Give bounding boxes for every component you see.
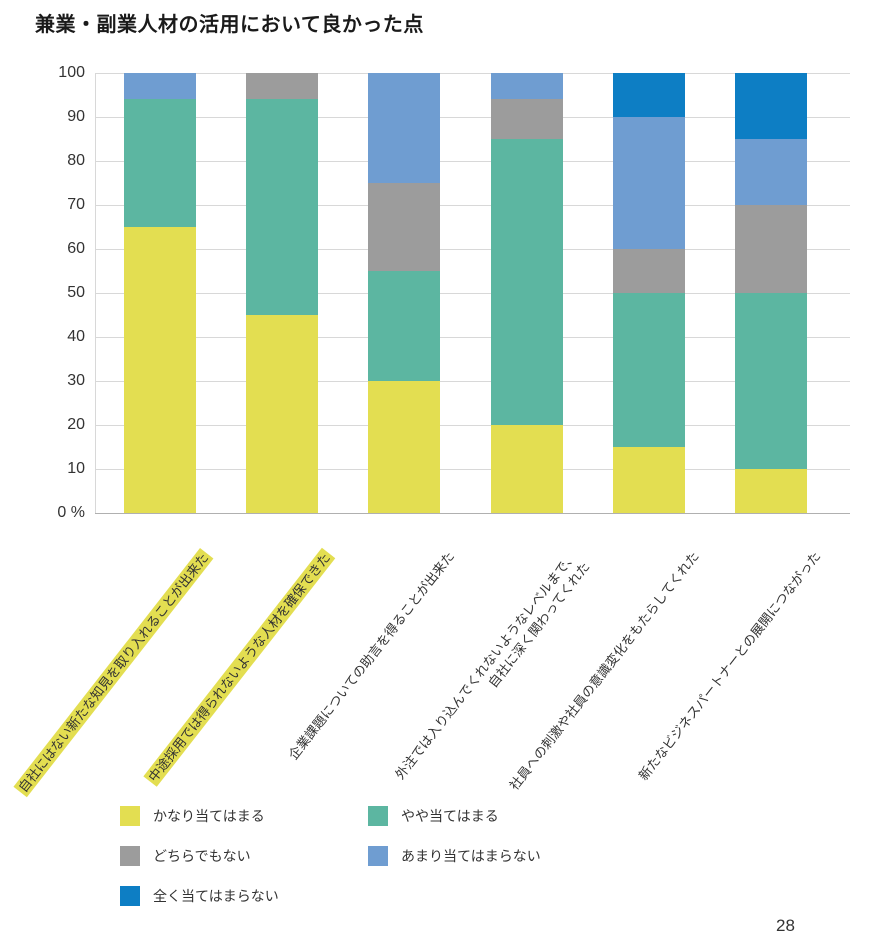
- y-axis-tick-label: 20: [67, 416, 85, 433]
- y-axis-tick-label: 80: [67, 152, 85, 169]
- legend-item: やや当てはまる: [368, 806, 499, 826]
- y-axis-tick-label: 30: [67, 372, 85, 389]
- y-axis-tick-label: 60: [67, 240, 85, 257]
- x-axis-label-text: 社員への刺激や社員の意識変化をもたらしてくれた: [505, 548, 702, 793]
- y-axis-tick-label: 90: [67, 108, 85, 125]
- y-axis-tick-label: 50: [67, 284, 85, 301]
- bar-segment: [490, 139, 563, 425]
- bar-segment: [490, 425, 563, 513]
- y-axis-tick-label: 0 %: [57, 504, 85, 521]
- y-axis-line: [95, 73, 96, 513]
- bar-segment: [124, 227, 196, 513]
- bar-segment: [735, 469, 807, 513]
- legend-label: どちらでもない: [153, 848, 251, 864]
- gridline: [95, 249, 850, 250]
- x-axis-label-text: 自社にはない新たな知見を取り入れることが出来た: [13, 548, 214, 798]
- legend-swatch: [368, 806, 388, 826]
- bar-segment: [612, 447, 685, 513]
- bar-segment: [735, 205, 807, 293]
- y-axis-tick-label: 10: [67, 460, 85, 477]
- gridline: [95, 73, 850, 74]
- bar-segment: [612, 117, 685, 249]
- bar-segment: [368, 271, 441, 381]
- legend-item: どちらでもない: [120, 846, 251, 866]
- legend-label: やや当てはまる: [401, 808, 499, 824]
- y-axis-tick-label: 40: [67, 328, 85, 345]
- bar-segment: [612, 73, 685, 117]
- legend-item: あまり当てはまらない: [368, 846, 541, 866]
- bar-segment: [735, 73, 807, 139]
- x-axis-label-text: 自社に深く関わってくれた: [485, 559, 593, 691]
- legend-swatch: [120, 806, 140, 826]
- y-axis-tick-label: 100: [58, 64, 85, 81]
- bar-segment: [735, 293, 807, 469]
- bar-segment: [124, 99, 196, 227]
- legend-label: あまり当てはまらない: [401, 848, 541, 864]
- gridline: [95, 381, 850, 382]
- bar-segment: [368, 73, 441, 183]
- legend-item: 全く当てはまらない: [120, 886, 279, 906]
- bar-segment: [735, 139, 807, 205]
- gridline: [95, 205, 850, 206]
- gridline: [95, 293, 850, 294]
- legend-item: かなり当てはまる: [120, 806, 265, 826]
- x-axis-category-label: 社員への刺激や社員の意識変化をもたらしてくれた: [505, 548, 702, 793]
- y-axis-tick-label: 70: [67, 196, 85, 213]
- bar-segment: [246, 73, 319, 100]
- bar-segment: [246, 315, 319, 513]
- bar-segment: [368, 183, 441, 271]
- x-axis-category-label: 自社にはない新たな知見を取り入れることが出来た: [13, 548, 214, 798]
- bar-segment: [246, 99, 319, 315]
- page-number: 28: [776, 916, 795, 935]
- legend-swatch: [368, 846, 388, 866]
- legend-swatch: [120, 846, 140, 866]
- bar-segment: [490, 73, 563, 100]
- gridline: [95, 513, 850, 514]
- bar-segment: [490, 99, 563, 139]
- bar-segment: [124, 73, 196, 100]
- bar-segment: [612, 249, 685, 293]
- legend-swatch: [120, 886, 140, 906]
- gridline: [95, 469, 850, 470]
- chart-title: 兼業・副業人材の活用において良かった点: [35, 14, 424, 36]
- gridline: [95, 337, 850, 338]
- bar-segment: [612, 293, 685, 447]
- gridline: [95, 425, 850, 426]
- bar-segment: [368, 381, 441, 513]
- gridline: [95, 161, 850, 162]
- legend-label: かなり当てはまる: [153, 808, 265, 824]
- legend-label: 全く当てはまらない: [153, 888, 279, 904]
- gridline: [95, 117, 850, 118]
